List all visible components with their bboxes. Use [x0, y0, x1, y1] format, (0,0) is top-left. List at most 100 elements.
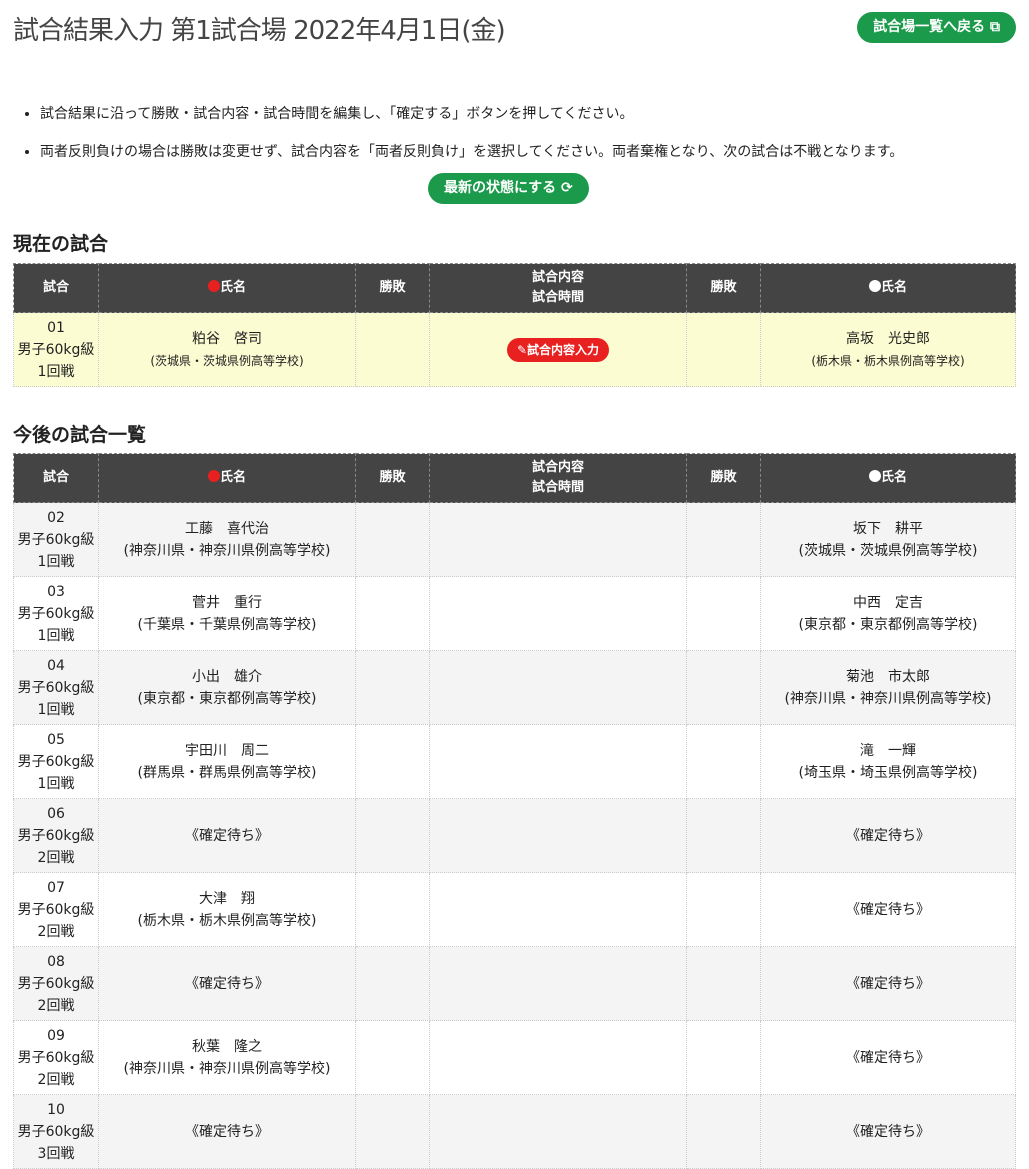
content-cell: [429, 1094, 687, 1169]
red-player-affiliation: (茨城県・茨城県例高等学校): [150, 353, 304, 368]
white-result-cell: [686, 576, 761, 651]
refresh-icon: ⟳: [561, 180, 573, 196]
white-player-cell: 中西 定吉 (東京都・東京都例高等学校): [760, 576, 1016, 651]
content-cell: [429, 650, 687, 725]
external-link-icon: ⧉: [990, 19, 1000, 35]
white-player-cell: 菊池 市太郎 (神奈川県・神奈川県例高等学校): [760, 650, 1016, 725]
content-cell: [429, 502, 687, 577]
white-dot-icon: [868, 470, 881, 482]
instructions: 試合結果に沿って勝敗・試合内容・試合時間を編集し、「確定する」ボタンを押してくだ…: [22, 95, 903, 171]
red-player-cell: 《確定待ち》: [98, 1094, 356, 1169]
refresh-label: 最新の状態にする: [444, 180, 557, 196]
header-white-name: 氏名: [760, 453, 1016, 503]
red-result-cell: [355, 724, 430, 799]
table-row: 03 男子60kg級 1回戦 菅井 重行 (千葉県・千葉県例高等学校) 中西 定吉 (東京都…: [13, 576, 1016, 651]
white-player-cell: 滝 一輝 (埼玉県・埼玉県例高等学校): [760, 724, 1016, 799]
match-info: 06 男子60kg級 2回戦: [13, 798, 99, 873]
white-result-cell: [686, 1020, 761, 1095]
current-match-table: 試合 氏名 勝敗 試合内容 試合時間 勝敗 氏名 01 男子60kg級 1回戦 粕谷 …: [13, 263, 1016, 387]
table-row: 08 男子60kg級 2回戦 《確定待ち》 《確定待ち》: [13, 946, 1016, 1021]
instruction-item: 両者反則負けの場合は勝敗は変更せず、試合内容を「両者反則負け」を選択してください…: [40, 133, 903, 171]
header-row: 試合 氏名 勝敗 試合内容 試合時間 勝敗 氏名: [13, 263, 1016, 313]
content-cell: [429, 576, 687, 651]
back-label: 試合場一覧へ戻る: [873, 19, 986, 35]
current-match-heading: 現在の試合: [13, 233, 109, 255]
white-player-cell: 《確定待ち》: [760, 798, 1016, 873]
red-player-cell: 《確定待ち》: [98, 946, 356, 1021]
header-red-name: 氏名: [98, 263, 356, 313]
red-player-cell: 大津 翔 (栃木県・栃木県例高等学校): [98, 872, 356, 947]
red-dot-icon: [207, 470, 220, 482]
red-player-cell: 宇田川 周二 (群馬県・群馬県例高等学校): [98, 724, 356, 799]
header-content: 試合内容 試合時間: [429, 263, 687, 313]
refresh-button[interactable]: 最新の状態にする ⟳: [428, 173, 589, 204]
header-result: 勝敗: [686, 453, 761, 503]
table-row: 02 男子60kg級 1回戦 工藤 喜代治 (神奈川県・神奈川県例高等学校) 坂下 耕平(…: [13, 502, 1016, 577]
red-player-cell: 小出 雄介 (東京都・東京都例高等学校): [98, 650, 356, 725]
white-result-cell: [686, 650, 761, 725]
red-result-cell: [355, 872, 430, 947]
red-dot-icon: [207, 280, 220, 292]
content-cell: [429, 872, 687, 947]
instruction-item: 試合結果に沿って勝敗・試合内容・試合時間を編集し、「確定する」ボタンを押してくだ…: [40, 95, 903, 133]
table-row: 09 男子60kg級 2回戦 秋葉 隆之 (神奈川県・神奈川県例高等学校) 《確定待ち》: [13, 1020, 1016, 1095]
red-result-cell: [355, 502, 430, 577]
match-info: 05 男子60kg級 1回戦: [13, 724, 99, 799]
upcoming-matches-heading: 今後の試合一覧: [13, 424, 147, 446]
content-cell: [429, 946, 687, 1021]
red-result-cell: [355, 798, 430, 873]
red-result-cell: [355, 946, 430, 1021]
red-result-cell: [355, 1094, 430, 1169]
table-row: 05 男子60kg級 1回戦 宇田川 周二 (群馬県・群馬県例高等学校) 滝 一輝 (埼玉県…: [13, 724, 1016, 799]
header-match: 試合: [13, 263, 99, 313]
back-to-venue-list-button[interactable]: 試合場一覧へ戻る ⧉: [857, 12, 1016, 43]
enter-match-content-button[interactable]: ✎試合内容入力: [506, 337, 610, 362]
white-player-cell: 《確定待ち》: [760, 872, 1016, 947]
table-row: 04 男子60kg級 1回戦 小出 雄介 (東京都・東京都例高等学校) 菊池 市太郎 (神奈…: [13, 650, 1016, 725]
content-cell: [429, 1020, 687, 1095]
header-content: 試合内容 試合時間: [429, 453, 687, 503]
content-cell: [429, 798, 687, 873]
match-info: 04 男子60kg級 1回戦: [13, 650, 99, 725]
header-white-name: 氏名: [760, 263, 1016, 313]
match-info: 10 男子60kg級 3回戦: [13, 1094, 99, 1169]
white-player-cell: 《確定待ち》: [760, 946, 1016, 1021]
table-row: 10 男子60kg級 3回戦 《確定待ち》 《確定待ち》: [13, 1094, 1016, 1169]
red-player-cell: 秋葉 隆之 (神奈川県・神奈川県例高等学校): [98, 1020, 356, 1095]
match-info: 02 男子60kg級 1回戦: [13, 502, 99, 577]
header-result: 勝敗: [686, 263, 761, 313]
red-player-name: 粕谷 啓司: [192, 330, 262, 347]
white-result-cell: [686, 724, 761, 799]
red-player-cell: 菅井 重行 (千葉県・千葉県例高等学校): [98, 576, 356, 651]
white-player-cell: 《確定待ち》: [760, 1094, 1016, 1169]
red-result-cell: [355, 576, 430, 651]
match-info: 07 男子60kg級 2回戦: [13, 872, 99, 947]
header-match: 試合: [13, 453, 99, 503]
red-player-cell: 《確定待ち》: [98, 798, 356, 873]
white-result-cell[interactable]: [686, 312, 761, 387]
white-result-cell: [686, 502, 761, 577]
white-result-cell: [686, 872, 761, 947]
header-result: 勝敗: [355, 453, 430, 503]
table-row: 01 男子60kg級 1回戦 粕谷 啓司 (茨城県・茨城県例高等学校) ✎試合内容入力…: [13, 312, 1016, 387]
red-player-cell: 工藤 喜代治 (神奈川県・神奈川県例高等学校): [98, 502, 356, 577]
red-result-cell: [355, 650, 430, 725]
match-info: 08 男子60kg級 2回戦: [13, 946, 99, 1021]
header-red-name: 氏名: [98, 453, 356, 503]
white-player-cell: 坂下 耕平 (茨城県・茨城県例高等学校): [760, 502, 1016, 577]
white-result-cell: [686, 946, 761, 1021]
match-info: 03 男子60kg級 1回戦: [13, 576, 99, 651]
table-row: 07 男子60kg級 2回戦 大津 翔 (栃木県・栃木県例高等学校) 《確定待ち》: [13, 872, 1016, 947]
header-result: 勝敗: [355, 263, 430, 313]
content-cell: [429, 724, 687, 799]
page-title: 試合結果入力 第1試合場 2022年4月1日(金): [13, 16, 506, 46]
pencil-icon: ✎: [516, 342, 528, 357]
red-result-cell[interactable]: [355, 312, 430, 387]
white-dot-icon: [868, 280, 881, 292]
white-player-affiliation: (栃木県・栃木県例高等学校): [811, 353, 965, 368]
upcoming-matches-table: 試合 氏名 勝敗 試合内容 試合時間 勝敗 氏名 02 男子60kg級 1回戦 工藤 喜…: [13, 453, 1016, 1169]
white-player-cell: 《確定待ち》: [760, 1020, 1016, 1095]
white-result-cell: [686, 798, 761, 873]
match-info: 09 男子60kg級 2回戦: [13, 1020, 99, 1095]
header-row: 試合 氏名 勝敗 試合内容 試合時間 勝敗 氏名: [13, 453, 1016, 503]
